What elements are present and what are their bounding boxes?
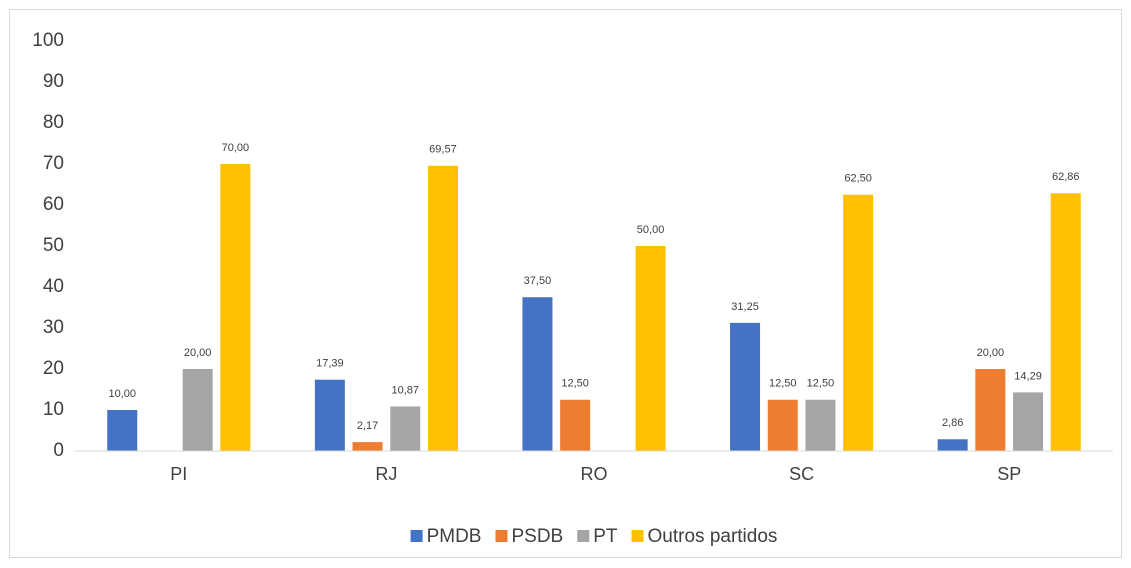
legend-label: PMDB (427, 526, 482, 547)
value-label: 10,87 (391, 384, 419, 396)
value-label: 17,39 (316, 358, 344, 370)
value-label: 69,57 (429, 144, 457, 156)
bar (427, 165, 458, 451)
bar (390, 406, 421, 451)
x-tick-label: PI (170, 464, 187, 484)
y-tick-label: 40 (43, 276, 64, 297)
legend-swatch (577, 530, 590, 542)
bar (560, 399, 591, 451)
y-tick-label: 70 (43, 153, 64, 174)
bar (975, 369, 1006, 451)
value-label: 50,00 (637, 224, 665, 236)
x-tick-label: RO (581, 464, 608, 484)
bar (767, 399, 798, 451)
value-label: 12,50 (561, 378, 589, 390)
value-label: 2,86 (942, 417, 963, 429)
y-tick-label: 60 (43, 194, 64, 215)
bar (937, 439, 968, 451)
value-label: 62,86 (1052, 171, 1080, 183)
legend-swatch (631, 530, 644, 542)
x-tick-label: RJ (375, 464, 397, 484)
y-tick-label: 0 (53, 440, 64, 461)
value-label: 2,17 (357, 420, 378, 432)
bar (352, 442, 383, 451)
y-tick-label: 90 (43, 71, 64, 92)
value-label: 62,50 (844, 173, 872, 185)
legend-swatch (495, 530, 508, 542)
bar (635, 246, 666, 451)
bar (182, 369, 213, 451)
value-label: 14,29 (1014, 370, 1042, 382)
legend-label: Outros partidos (648, 526, 778, 547)
y-tick-label: 20 (43, 358, 64, 379)
y-tick-label: 100 (32, 30, 64, 51)
bar (730, 322, 761, 451)
x-tick-label: SC (789, 464, 814, 484)
bar (314, 379, 345, 451)
bar (1050, 193, 1081, 452)
value-label: 10,00 (108, 388, 136, 400)
value-label: 31,25 (731, 301, 759, 313)
bar (220, 164, 251, 451)
y-tick-label: 10 (43, 399, 64, 420)
y-tick-label: 80 (43, 112, 64, 133)
bar (522, 297, 553, 451)
bar (843, 194, 874, 451)
bar (107, 410, 138, 451)
chart-border (9, 9, 1122, 558)
legend-label: PT (593, 526, 618, 547)
value-label: 12,50 (769, 378, 797, 390)
y-tick-label: 50 (43, 235, 64, 256)
x-tick-label: SP (997, 464, 1021, 484)
value-label: 12,50 (807, 378, 835, 390)
value-label: 20,00 (977, 347, 1005, 359)
legend-label: PSDB (511, 526, 563, 547)
bar (1013, 392, 1044, 451)
value-label: 20,00 (184, 347, 212, 359)
value-label: 70,00 (222, 142, 250, 154)
value-label: 37,50 (524, 275, 552, 287)
legend-swatch (410, 530, 423, 542)
y-tick-label: 30 (43, 317, 64, 338)
bar (805, 399, 836, 451)
